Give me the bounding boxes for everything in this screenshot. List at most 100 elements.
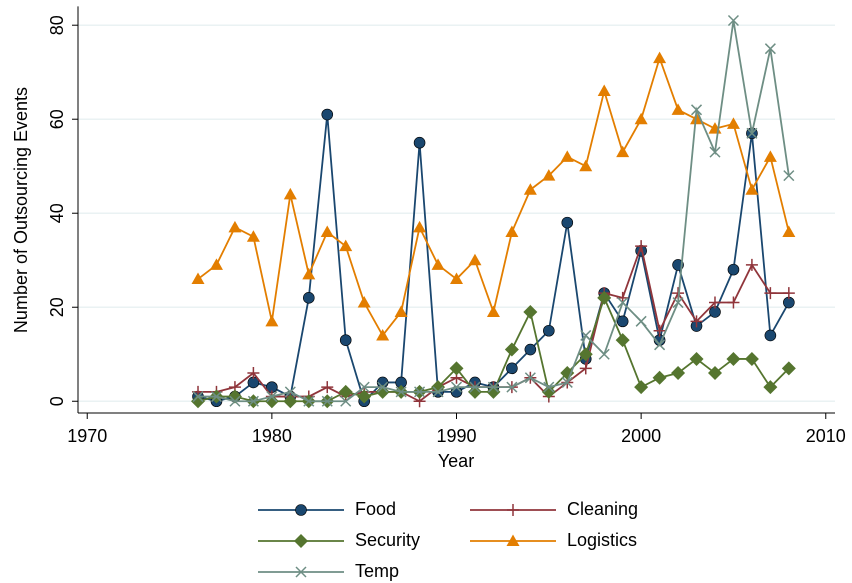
marker <box>357 389 372 404</box>
marker <box>781 361 796 376</box>
marker <box>561 216 574 229</box>
marker <box>209 258 223 270</box>
marker <box>764 287 777 300</box>
marker <box>395 386 407 398</box>
legend-marker <box>295 566 307 578</box>
marker <box>376 328 390 341</box>
marker <box>283 187 297 200</box>
marker <box>707 366 722 381</box>
marker <box>321 108 334 121</box>
marker <box>745 258 758 271</box>
marker <box>671 103 685 115</box>
marker <box>617 297 629 309</box>
marker <box>634 112 648 125</box>
marker <box>672 297 684 309</box>
marker <box>561 376 573 388</box>
marker <box>726 351 741 366</box>
marker <box>579 159 593 172</box>
y-tick-label: 0 <box>47 396 67 406</box>
marker <box>524 372 536 384</box>
marker <box>191 394 206 409</box>
marker <box>690 104 703 116</box>
marker <box>450 272 463 285</box>
legend-label: Security <box>355 530 420 550</box>
legend-label: Cleaning <box>567 499 638 519</box>
y-axis-title: Number of Outsourcing Events <box>11 87 31 333</box>
marker <box>598 348 610 360</box>
marker <box>320 225 334 238</box>
marker <box>377 381 389 393</box>
marker <box>523 304 538 319</box>
marker <box>652 370 667 385</box>
legend-item: Cleaning <box>470 499 638 519</box>
legend-item: Food <box>258 499 396 519</box>
marker <box>579 362 592 375</box>
x-tick-label: 2000 <box>621 426 661 446</box>
marker <box>394 305 408 317</box>
marker <box>690 315 703 328</box>
series-line <box>198 20 790 403</box>
marker <box>615 333 630 348</box>
marker <box>708 296 721 309</box>
marker <box>340 395 352 407</box>
x-tick-label: 1980 <box>252 426 292 446</box>
marker <box>689 351 704 366</box>
marker <box>284 386 296 398</box>
marker <box>229 395 241 407</box>
marker <box>504 342 519 357</box>
marker <box>745 183 759 195</box>
marker <box>764 329 777 342</box>
marker <box>450 381 463 393</box>
marker <box>338 384 353 399</box>
y-tick-label: 20 <box>47 297 67 317</box>
marker <box>671 366 686 381</box>
marker <box>413 220 427 233</box>
legend-marker <box>294 534 308 548</box>
marker <box>524 343 537 356</box>
marker <box>523 183 537 195</box>
y-tick-label: 80 <box>47 15 67 35</box>
marker <box>191 272 205 285</box>
marker <box>431 258 445 270</box>
y-tick-label: 40 <box>47 203 67 223</box>
marker <box>634 380 649 395</box>
marker <box>192 391 204 403</box>
marker <box>782 225 796 238</box>
legend-label: Temp <box>355 561 399 581</box>
marker <box>746 127 758 139</box>
marker <box>543 381 555 393</box>
marker <box>266 391 278 403</box>
legend-item: Temp <box>258 561 399 581</box>
legend-marker <box>507 504 519 516</box>
marker <box>321 395 333 407</box>
marker <box>726 117 740 129</box>
marker <box>247 395 259 407</box>
marker <box>486 384 501 399</box>
y-tick-label: 60 <box>47 109 67 129</box>
marker <box>616 315 629 328</box>
marker <box>469 381 481 393</box>
marker <box>543 324 555 337</box>
x-tick-label: 2010 <box>806 426 846 446</box>
marker <box>339 239 353 252</box>
marker <box>506 362 518 375</box>
marker <box>302 292 315 304</box>
x-axis-title: Year <box>438 451 474 471</box>
marker <box>228 220 242 233</box>
marker <box>246 230 260 242</box>
marker <box>265 314 279 327</box>
marker <box>542 169 556 181</box>
marker <box>487 381 499 393</box>
marker <box>210 391 223 403</box>
marker <box>580 329 592 341</box>
marker <box>763 150 777 162</box>
marker <box>505 225 519 238</box>
marker <box>414 386 426 398</box>
marker <box>321 381 334 394</box>
marker <box>764 43 776 55</box>
legend-item: Security <box>258 530 420 550</box>
marker <box>635 240 648 253</box>
marker <box>727 263 740 276</box>
marker <box>727 296 740 309</box>
